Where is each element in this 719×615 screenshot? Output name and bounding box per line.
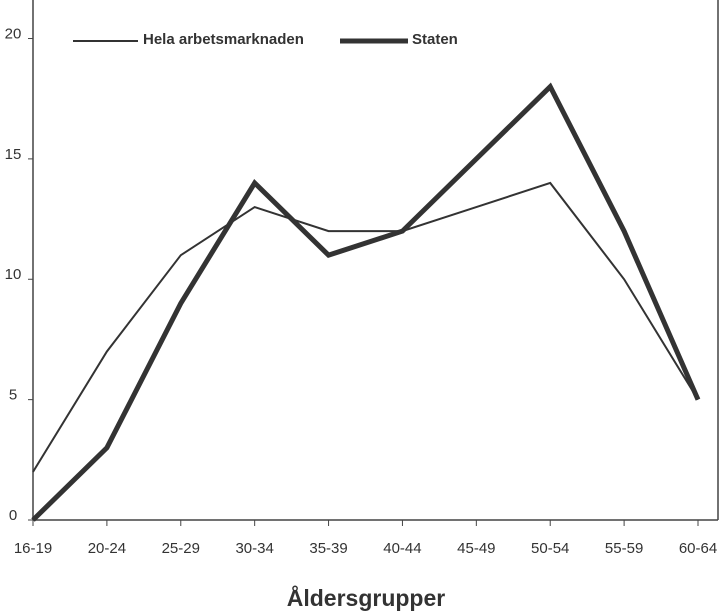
y-tick-label: 20 [5, 25, 22, 42]
x-tick-label: 25-29 [162, 540, 200, 557]
y-tick-label: 10 [5, 266, 22, 283]
x-tick-label: 20-24 [88, 540, 126, 557]
y-tick-label: 0 [9, 507, 17, 524]
legend-label: Hela arbetsmarknaden [143, 31, 304, 48]
legend-label: Staten [412, 31, 458, 48]
x-tick-label: 50-54 [531, 540, 569, 557]
x-tick-label: 30-34 [235, 540, 273, 557]
x-tick-label: 40-44 [383, 540, 421, 557]
x-tick-label: 35-39 [309, 540, 347, 557]
x-tick-label: 45-49 [457, 540, 495, 557]
x-axis-title: Åldersgrupper [287, 584, 446, 611]
y-tick-label: 15 [5, 146, 22, 163]
y-tick-label: 5 [9, 387, 17, 404]
series-line [31, 82, 701, 522]
x-tick-label: 16-19 [14, 540, 52, 557]
series-line [32, 181, 699, 473]
x-tick-label: 60-64 [679, 540, 717, 557]
x-tick-label: 55-59 [605, 540, 643, 557]
